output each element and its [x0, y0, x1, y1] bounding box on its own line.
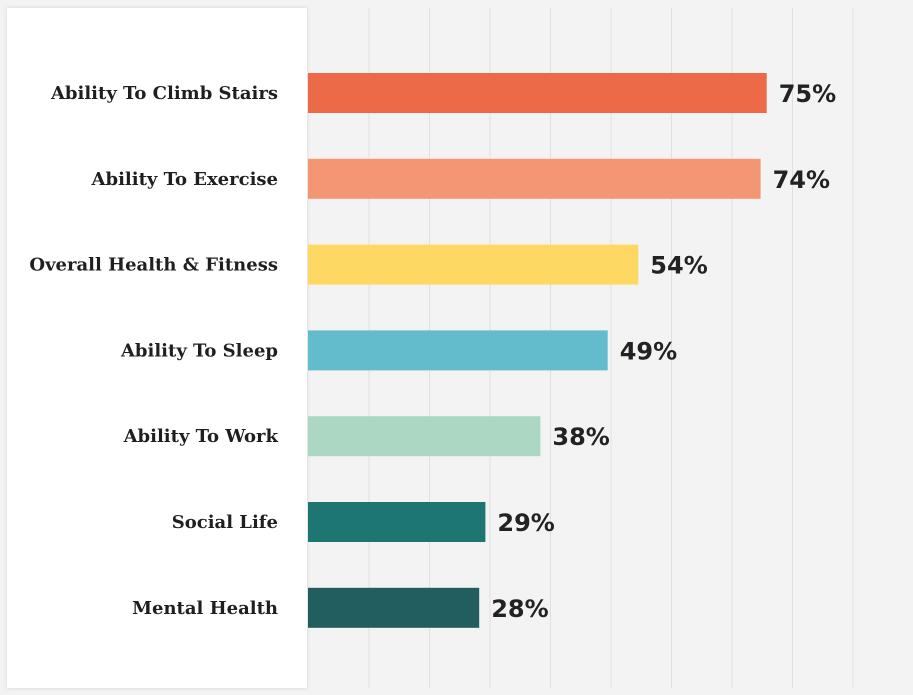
category-label-ability-to-exercise: Ability To Exercise — [91, 169, 278, 190]
value-label-overall-health-and-fitness: 54% — [650, 252, 707, 280]
bar-ability-to-sleep — [308, 330, 608, 371]
value-label-ability-to-climb-stairs: 75% — [779, 80, 836, 108]
bar-ability-to-work — [308, 416, 541, 457]
bars — [308, 73, 767, 628]
category-label-panel — [7, 8, 307, 688]
category-label-ability-to-climb-stairs: Ability To Climb Stairs — [50, 83, 278, 104]
bar-social-life — [308, 502, 486, 542]
value-label-social-life: 29% — [497, 509, 554, 537]
bar-mental-health — [308, 587, 480, 628]
value-label-ability-to-sleep: 49% — [620, 337, 677, 365]
value-label-mental-health: 28% — [491, 595, 548, 623]
bar-overall-health-and-fitness — [308, 244, 639, 285]
category-labels: Ability To Climb Stairs Ability To Exerci… — [29, 83, 278, 619]
value-label-ability-to-exercise: 74% — [773, 166, 830, 194]
category-label-social-life: Social Life — [172, 512, 278, 533]
category-label-mental-health: Mental Health — [132, 598, 278, 619]
value-label-ability-to-work: 38% — [552, 423, 609, 451]
value-labels: 75% 74% 54% 49% 38% 29% 28% — [491, 80, 836, 623]
bar-ability-to-climb-stairs — [308, 73, 767, 113]
category-label-ability-to-sleep: Ability To Sleep — [120, 340, 278, 361]
category-label-ability-to-work: Ability To Work — [123, 426, 279, 447]
category-label-overall-health-and-fitness: Overall Health & Fitness — [29, 255, 278, 276]
bar-ability-to-exercise — [308, 158, 761, 199]
